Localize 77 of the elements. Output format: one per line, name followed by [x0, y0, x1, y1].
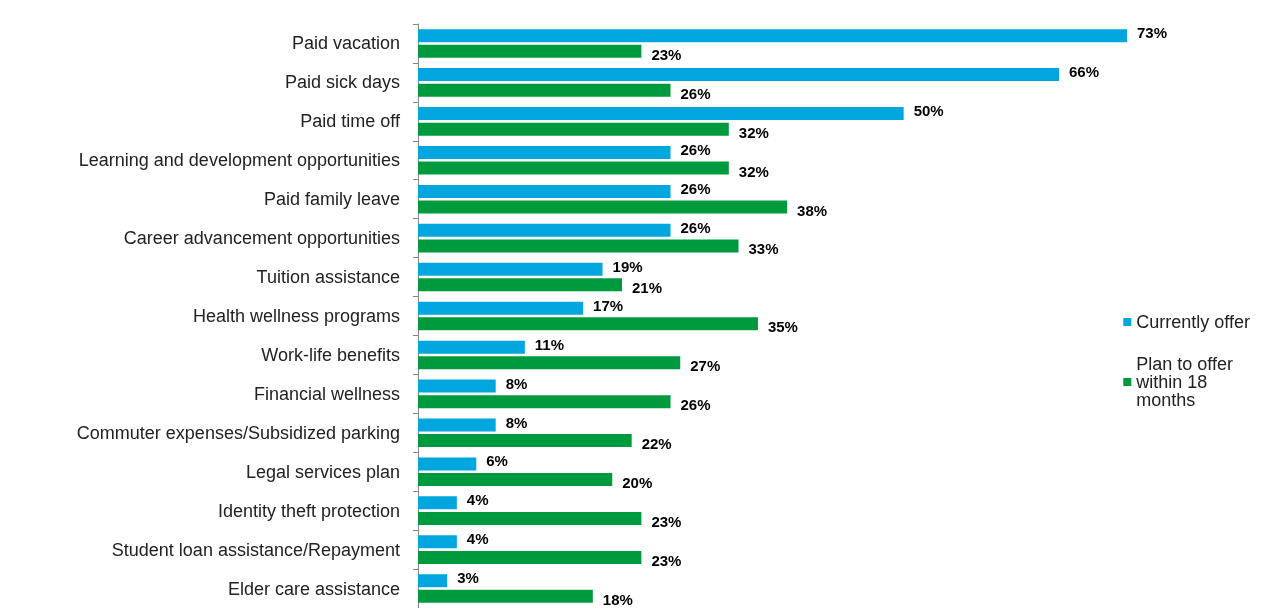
data-label: 18% — [602, 590, 633, 608]
data-label: 26% — [680, 396, 711, 414]
y-tick-label: Health wellness programs — [192, 306, 400, 326]
bar — [418, 418, 496, 432]
bar — [418, 457, 477, 471]
data-label: 26% — [680, 218, 711, 236]
bar — [418, 122, 729, 136]
bar — [418, 29, 1128, 43]
data-label: 4% — [466, 491, 489, 509]
data-label: 26% — [680, 179, 711, 197]
bar — [418, 395, 671, 409]
bar — [418, 356, 681, 370]
bar — [418, 379, 496, 393]
y-tick-label: Paid sick days — [284, 72, 400, 93]
data-label: 19% — [612, 257, 643, 275]
data-label: 35% — [767, 318, 798, 336]
bar — [418, 473, 613, 487]
data-label: 32% — [738, 162, 769, 180]
data-label: 4% — [466, 530, 489, 548]
bar — [418, 496, 457, 510]
bar — [418, 184, 671, 198]
y-tick-label: Elder care assistance — [227, 578, 400, 599]
bar — [418, 145, 671, 159]
data-label: 11% — [534, 335, 565, 353]
data-label: 26% — [680, 84, 711, 102]
bar — [418, 535, 457, 549]
legend-label: Currently offer — [1136, 312, 1251, 332]
bar — [418, 589, 593, 603]
data-label: 22% — [641, 435, 672, 453]
data-label: 33% — [748, 240, 779, 258]
y-tick-label: Financial wellness — [253, 383, 400, 404]
y-tick-label: Paid vacation — [291, 33, 400, 54]
bar — [418, 239, 739, 253]
bar — [418, 550, 642, 564]
legend-label: Plan to offer within 18 months — [1135, 354, 1239, 410]
bar — [418, 44, 642, 58]
y-tick-label: Career advancement opportunities — [123, 228, 400, 249]
bar — [418, 262, 603, 276]
y-tick-label: Paid time off — [300, 111, 401, 132]
y-tick-label: Work-life benefits — [261, 344, 400, 365]
data-label: 23% — [651, 551, 682, 569]
data-label: 17% — [593, 296, 624, 314]
y-tick-label: Paid family leave — [263, 189, 400, 210]
bar — [418, 301, 584, 315]
data-label: 23% — [651, 45, 682, 63]
data-label: 20% — [622, 474, 653, 492]
bar — [418, 278, 622, 292]
bar — [418, 68, 1060, 82]
data-label: 8% — [505, 374, 528, 392]
bar — [418, 574, 448, 588]
bar — [418, 161, 729, 175]
data-label: 26% — [680, 140, 711, 158]
bar — [418, 200, 788, 214]
data-label: 38% — [797, 201, 828, 219]
data-label: 8% — [505, 413, 528, 431]
data-label: 27% — [690, 357, 721, 375]
data-label: 50% — [913, 102, 944, 120]
data-label: 66% — [1069, 63, 1100, 81]
y-tick-label: Identity theft protection — [217, 500, 400, 521]
bar — [418, 434, 632, 448]
bar — [418, 223, 671, 237]
data-label: 32% — [738, 123, 769, 141]
y-tick-label: Student loan assistance/Repayment — [111, 539, 400, 560]
data-label: 21% — [631, 279, 662, 297]
y-tick-label: Tuition assistance — [256, 267, 400, 288]
bar — [418, 511, 642, 525]
bar — [418, 340, 525, 354]
bar — [418, 107, 904, 121]
data-label: 23% — [651, 512, 682, 530]
bar — [418, 83, 671, 97]
data-label: 73% — [1137, 24, 1168, 42]
y-tick-label: Learning and development opportunities — [78, 150, 400, 171]
data-label: 3% — [457, 569, 479, 587]
data-label: 6% — [486, 452, 508, 470]
y-tick-label: Commuter expenses/Subsidized parking — [76, 422, 400, 443]
bar — [418, 317, 758, 331]
y-tick-label: Legal services plan — [245, 461, 400, 482]
